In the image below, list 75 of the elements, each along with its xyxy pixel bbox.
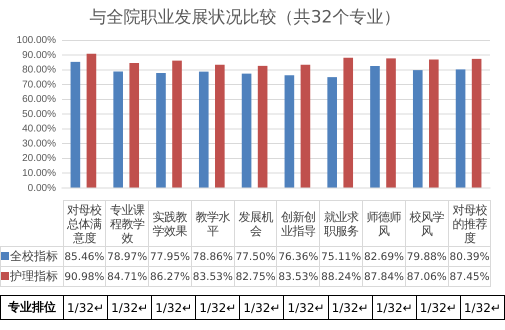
bar [70, 62, 80, 188]
bar [284, 75, 294, 188]
x-tick-label: 发展机会 [234, 200, 277, 246]
y-tick-label: 20.00% [22, 153, 56, 164]
bar [129, 62, 140, 188]
data-label: 79.88% [405, 246, 448, 266]
text: 1/32↵ [196, 296, 240, 320]
data-label: 78.86% [191, 246, 234, 266]
data-label: 87.06% [405, 266, 448, 286]
y-tick-label: 70.00% [22, 79, 56, 90]
bar [472, 58, 482, 188]
data-label: 90.98% [63, 266, 106, 286]
text: 专业排位 [0, 296, 64, 320]
bar [456, 69, 466, 188]
data-label: 85.46% [63, 246, 106, 266]
text: 1/32↵ [240, 296, 284, 320]
data-label: 75.11% [320, 246, 363, 266]
text: 1/32↵ [64, 296, 108, 320]
bar [172, 60, 182, 188]
text: 1/32↵ [328, 296, 372, 320]
y-tick-label: 10.00% [22, 168, 56, 179]
x-tick-label: 专业课程教学效 [106, 200, 149, 246]
bar [156, 72, 166, 188]
text: 1/32↵ [372, 296, 416, 320]
data-label: 83.53% [191, 266, 234, 286]
data-label: 88.24% [320, 266, 363, 286]
bar [215, 64, 225, 188]
bar [370, 66, 380, 188]
data-label: 77.50% [234, 246, 277, 266]
x-tick-label: 教学水平 [191, 200, 234, 246]
data-label: 87.45% [448, 266, 491, 286]
bar [343, 58, 354, 188]
x-tick-label: 校风学风 [405, 200, 448, 246]
y-tick-label: 90.00% [22, 50, 56, 61]
y-tick-label: 30.00% [22, 138, 56, 150]
data-label: 84.71% [106, 266, 149, 286]
bar [113, 71, 123, 188]
text: 1/32↵ [152, 296, 196, 320]
x-tick-label: 对母校总体满意度 [63, 200, 106, 246]
data-label: 78.97% [106, 246, 149, 266]
y-tick-label: 60.00% [22, 94, 56, 106]
legend-label: 护理指标 [0, 266, 63, 286]
data-label: 77.95% [148, 246, 192, 266]
data-label: 87.84% [362, 266, 406, 286]
text: 1/32↵ [416, 296, 460, 320]
x-tick-label: 对母校的推荐度 [448, 200, 491, 246]
bar [300, 64, 310, 188]
bar [412, 70, 423, 188]
y-tick-label: 100.00% [16, 35, 56, 46]
chart-title: 与全院职业发展状况比较（共32个专业） [90, 8, 400, 28]
x-tick-label: 创新创业指导 [276, 200, 320, 246]
data-label: 83.53% [276, 266, 320, 286]
data-label: 82.75% [234, 266, 277, 286]
legend-label: 全校指标 [0, 246, 63, 266]
data-label: 80.39% [448, 246, 491, 266]
x-tick-label: 实践教学效果 [148, 200, 192, 246]
text: 1/32↵ [284, 296, 328, 320]
bar [429, 60, 439, 188]
text: 1/32↵ [460, 296, 504, 320]
y-tick-label: 80.00% [22, 64, 56, 76]
y-tick-label: 0.00% [28, 182, 56, 194]
bar [86, 54, 96, 188]
x-tick-label: 就业求职服务 [320, 200, 363, 246]
bar [242, 74, 252, 188]
bar [198, 72, 209, 188]
x-tick-label: 师德师风 [362, 200, 406, 246]
y-tick-label: 40.00% [22, 124, 56, 135]
text: 1/32↵ [108, 296, 152, 320]
bar [327, 77, 337, 188]
bar [386, 58, 396, 188]
data-label: 76.36% [276, 246, 320, 266]
bar [258, 66, 268, 188]
y-tick-label: 50.00% [22, 108, 56, 120]
data-label: 82.69% [362, 246, 406, 266]
data-label: 86.27% [148, 266, 192, 286]
